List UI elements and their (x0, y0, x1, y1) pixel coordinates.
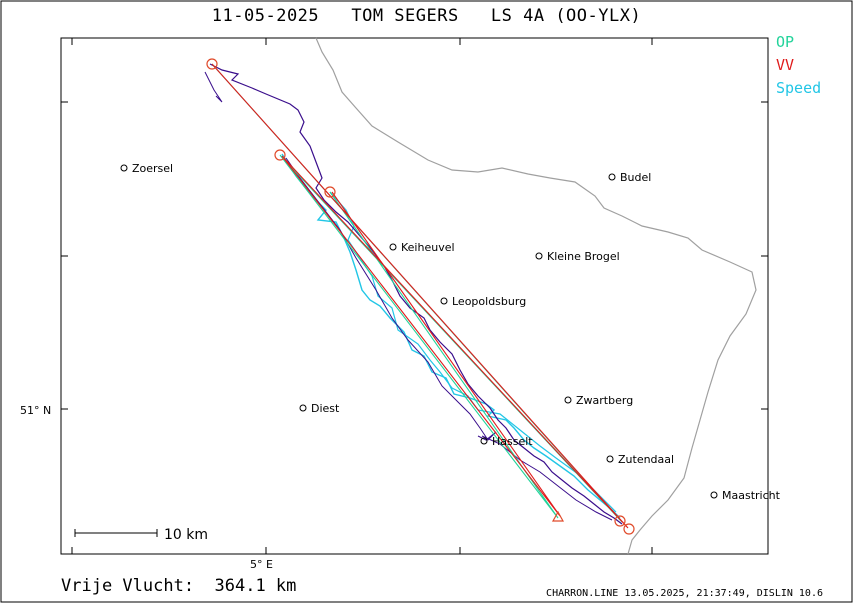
place-label: Hasselt (492, 435, 533, 448)
flight-track-2 (204, 71, 613, 521)
start-triangle-icon (551, 510, 565, 522)
flight-track (209, 63, 623, 525)
place-label: Maastricht (722, 489, 781, 502)
turnpoint-marker (614, 515, 626, 527)
place-marker-icon (564, 396, 572, 404)
distance-readout: Vrije Vlucht: 364.1 km (61, 576, 297, 596)
place-label: Keiheuvel (401, 241, 455, 254)
turnpoints (206, 58, 635, 535)
plot-frame (60, 37, 769, 555)
place-label: Kleine Brogel (547, 250, 620, 263)
place-marker-icon (480, 437, 488, 445)
place-label: Zoersel (132, 162, 173, 175)
place-label: Diest (311, 402, 340, 415)
legend-op: OP (776, 33, 795, 51)
place-marker-icon (440, 297, 448, 305)
place-label: Zwartberg (576, 394, 633, 407)
country-border (315, 37, 757, 555)
speed-track-2 (329, 191, 617, 513)
turnpoint-marker (623, 523, 635, 535)
place-marker-icon (535, 252, 543, 260)
place-marker-icon (608, 173, 616, 181)
place-marker-icon (389, 243, 397, 251)
axis-ticks (61, 38, 768, 554)
place-marker-icon (710, 491, 718, 499)
legend-vv: VV (776, 56, 795, 74)
place-markers: Zoersel Budel Keiheuvel Kleine Brogel Leopol… (120, 162, 781, 502)
place-label: Budel (620, 171, 651, 184)
place-label: Leopoldsburg (452, 295, 526, 308)
place-marker-icon (606, 455, 614, 463)
scale-bar (74, 529, 158, 537)
credit-line: CHARRON.LINE 13.05.2025, 21:37:49, DISLI… (546, 588, 823, 599)
lon-axis-label: 5° E (250, 558, 273, 571)
turnpoint-marker (274, 149, 286, 161)
turnpoint-marker (206, 58, 218, 70)
lat-axis-label: 51° N (20, 404, 51, 417)
place-marker-icon (120, 164, 128, 172)
vv-line (211, 63, 629, 529)
scale-bar-label: 10 km (164, 527, 208, 543)
legend-speed: Speed (776, 79, 822, 97)
place-label: Zutendaal (618, 453, 674, 466)
place-marker-icon (299, 404, 307, 412)
page-title: 11-05-2025 TOM SEGERS LS 4A (OO-YLX) (211, 6, 642, 26)
turnpoint-marker (324, 186, 336, 198)
